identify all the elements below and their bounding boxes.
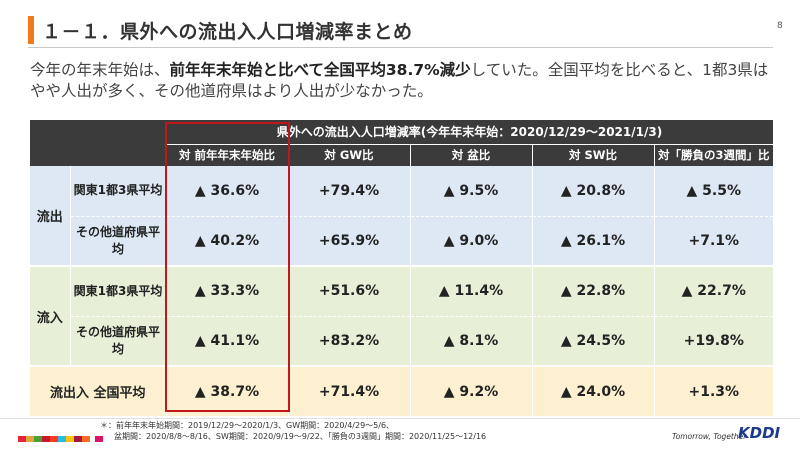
table-cell: ▲ 11.4% xyxy=(409,265,532,316)
kddi-logo: KDDI xyxy=(738,424,781,442)
sdgs-color-dots-icon xyxy=(18,428,108,442)
title-bar: １－１．県外への流出入人口増減率まとめ xyxy=(28,16,783,48)
footnote-line-2: 盆期間：2020/8/8～8/16、SW期間：2020/9/19～9/22、「勝… xyxy=(114,432,487,441)
table-cell: ▲ 5.5% xyxy=(653,166,774,216)
column-header: 対 GW比 xyxy=(287,144,410,166)
table-row: その他道府県平均 ▲ 40.2% +65.9% ▲ 9.0% ▲ 26.1% +… xyxy=(30,215,774,266)
summary-text: 今年の年末年始は、前年年末年始と比べて全国平均38.7%減少していた。全国平均を… xyxy=(30,60,775,102)
row-label: その他道府県平均 xyxy=(69,215,166,266)
footnote-line-1: ＊：前年年末年始期間：2019/12/29～2020/1/3、GW期間：2020… xyxy=(100,421,395,430)
footnote: ＊：前年年末年始期間：2019/12/29～2020/1/3、GW期間：2020… xyxy=(100,420,486,442)
table-cell: ▲ 40.2% xyxy=(165,215,288,266)
table-row: その他道府県平均 ▲ 41.1% +83.2% ▲ 8.1% ▲ 24.5% +… xyxy=(30,315,774,366)
column-header: 対 前年年末年始比 xyxy=(165,144,288,166)
table-cell: +7.1% xyxy=(653,215,774,266)
table-cell: ▲ 22.8% xyxy=(531,265,654,316)
brand-tagline: Tomorrow, Together xyxy=(672,432,747,441)
column-header: 対「勝負の3週間」比 xyxy=(653,144,774,166)
table-cell: ▲ 20.8% xyxy=(531,166,654,216)
table-cell: ▲ 8.1% xyxy=(409,315,532,366)
group-label-outflow: 流出 xyxy=(30,166,70,266)
table-cell: ▲ 41.1% xyxy=(165,315,288,366)
table-cell: +51.6% xyxy=(287,265,410,316)
table-row-total: 流出入 全国平均 ▲ 38.7% +71.4% ▲ 9.2% ▲ 24.0% +… xyxy=(30,365,774,416)
table-row: 流入 関東1都3県平均 ▲ 33.3% +51.6% ▲ 11.4% ▲ 22.… xyxy=(30,265,774,366)
table-cell: ▲ 38.7% xyxy=(165,365,288,416)
total-label: 流出入 全国平均 xyxy=(30,365,166,416)
table-cell: ▲ 22.7% xyxy=(653,265,774,316)
table-cell: ▲ 36.6% xyxy=(165,166,288,216)
row-label: 関東1都3県平均 xyxy=(69,265,166,316)
table-cell: +83.2% xyxy=(287,315,410,366)
table-cell: ▲ 24.5% xyxy=(531,315,654,366)
highlight-frame xyxy=(165,122,290,412)
table-cell: ▲ 9.2% xyxy=(409,365,532,416)
title-accent-bar xyxy=(28,16,34,44)
table-cell: +19.8% xyxy=(653,315,774,366)
column-header: 対 SW比 xyxy=(531,144,654,166)
table-cell: ▲ 9.5% xyxy=(409,166,532,216)
row-label: その他道府県平均 xyxy=(69,315,166,366)
migration-rate-table: 県外への流出入人口増減率(今年年末年始：2020/12/29～2021/1/3)… xyxy=(30,120,774,416)
table-cell: +1.3% xyxy=(653,365,774,416)
table-cell: ▲ 24.0% xyxy=(531,365,654,416)
row-label: 関東1都3県平均 xyxy=(69,166,166,216)
summary-bold: 前年年末年始と比べて全国平均38.7%減少 xyxy=(169,61,471,79)
column-header: 対 盆比 xyxy=(409,144,532,166)
title-underline xyxy=(28,47,773,48)
summary-pre: 今年の年末年始は、 xyxy=(30,61,170,79)
table-cell: ▲ 9.0% xyxy=(409,215,532,266)
page-title: １－１．県外への流出入人口増減率まとめ xyxy=(42,21,413,43)
table-cell: ▲ 26.1% xyxy=(531,215,654,266)
header-blank xyxy=(30,120,166,166)
group-label-inflow: 流入 xyxy=(30,265,70,366)
footer-divider xyxy=(0,418,800,419)
page-number: 8 xyxy=(777,21,783,31)
table-cell: +65.9% xyxy=(287,215,410,266)
table-cell: +71.4% xyxy=(287,365,410,416)
table-cell: ▲ 33.3% xyxy=(165,265,288,316)
table-row: 流出 関東1都3県平均 ▲ 36.6% +79.4% ▲ 9.5% ▲ 20.8… xyxy=(30,166,774,266)
table-header-main: 県外への流出入人口増減率(今年年末年始：2020/12/29～2021/1/3) xyxy=(166,120,774,145)
summary-post: していた。全国平均を比べると、1都3県はやや人出が多く、その他道府県はより人出が… xyxy=(30,61,769,100)
table-cell: +79.4% xyxy=(287,166,410,216)
